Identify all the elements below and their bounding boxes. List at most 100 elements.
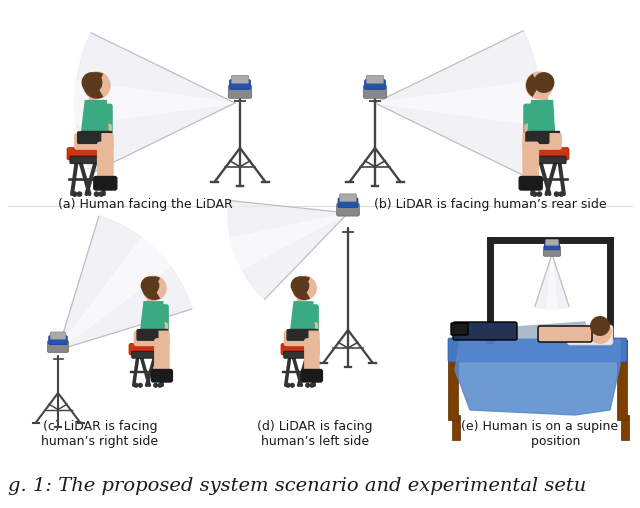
FancyBboxPatch shape — [129, 343, 167, 355]
Circle shape — [526, 72, 552, 99]
Circle shape — [590, 316, 610, 336]
Polygon shape — [535, 254, 569, 309]
Circle shape — [93, 191, 99, 197]
Bar — [89, 87, 95, 101]
Text: (a) Human facing the LiDAR: (a) Human facing the LiDAR — [58, 198, 232, 211]
Circle shape — [536, 191, 542, 197]
FancyBboxPatch shape — [448, 338, 627, 362]
FancyBboxPatch shape — [306, 305, 318, 333]
FancyBboxPatch shape — [523, 142, 538, 182]
Circle shape — [72, 191, 77, 197]
Polygon shape — [287, 329, 317, 339]
FancyBboxPatch shape — [305, 339, 319, 375]
FancyBboxPatch shape — [337, 203, 359, 216]
FancyBboxPatch shape — [284, 331, 319, 345]
Polygon shape — [291, 302, 314, 331]
Text: (c) LiDAR is facing
human’s right side: (c) LiDAR is facing human’s right side — [42, 420, 159, 448]
Circle shape — [83, 72, 110, 99]
FancyBboxPatch shape — [530, 156, 566, 164]
FancyBboxPatch shape — [365, 80, 385, 89]
Circle shape — [285, 383, 291, 388]
Circle shape — [77, 191, 83, 197]
FancyBboxPatch shape — [340, 194, 356, 202]
Polygon shape — [58, 238, 170, 350]
Polygon shape — [230, 213, 348, 269]
Circle shape — [554, 191, 559, 197]
FancyBboxPatch shape — [567, 325, 613, 345]
FancyBboxPatch shape — [51, 332, 66, 339]
Bar — [621, 415, 629, 440]
Polygon shape — [375, 30, 540, 175]
Circle shape — [142, 276, 166, 300]
Text: (e) Human is on a supine
        position: (e) Human is on a supine position — [461, 420, 619, 448]
FancyBboxPatch shape — [301, 369, 323, 382]
Polygon shape — [136, 329, 167, 339]
FancyBboxPatch shape — [75, 134, 113, 149]
Circle shape — [305, 383, 310, 388]
Wedge shape — [83, 72, 104, 99]
Polygon shape — [228, 201, 348, 299]
Wedge shape — [142, 276, 160, 300]
FancyBboxPatch shape — [523, 134, 561, 149]
FancyBboxPatch shape — [231, 75, 249, 83]
FancyBboxPatch shape — [230, 80, 250, 89]
Text: (b) LiDAR is facing human’s rear side: (b) LiDAR is facing human’s rear side — [374, 198, 606, 211]
FancyBboxPatch shape — [453, 322, 517, 340]
FancyBboxPatch shape — [132, 351, 164, 358]
Polygon shape — [77, 131, 111, 142]
FancyBboxPatch shape — [364, 85, 387, 99]
Circle shape — [81, 72, 102, 93]
Circle shape — [292, 276, 316, 300]
FancyBboxPatch shape — [49, 336, 67, 344]
Polygon shape — [500, 322, 585, 338]
Text: g. 1: The proposed system scenario and experimental setu: g. 1: The proposed system scenario and e… — [8, 477, 586, 495]
FancyBboxPatch shape — [338, 198, 358, 207]
FancyBboxPatch shape — [137, 330, 158, 340]
FancyBboxPatch shape — [99, 104, 112, 135]
Text: (d) LiDAR is facing
human’s left side: (d) LiDAR is facing human’s left side — [257, 420, 372, 448]
Polygon shape — [535, 254, 569, 309]
FancyBboxPatch shape — [284, 351, 316, 358]
Bar — [617, 340, 627, 420]
FancyBboxPatch shape — [526, 132, 548, 143]
Circle shape — [153, 383, 158, 388]
Polygon shape — [81, 101, 108, 133]
Polygon shape — [455, 340, 620, 415]
Bar — [541, 87, 547, 101]
FancyBboxPatch shape — [99, 124, 111, 147]
Circle shape — [138, 383, 143, 388]
FancyBboxPatch shape — [451, 323, 468, 335]
Circle shape — [290, 383, 295, 388]
Circle shape — [532, 191, 538, 197]
Bar — [452, 415, 460, 440]
FancyBboxPatch shape — [545, 239, 558, 245]
FancyBboxPatch shape — [228, 85, 252, 99]
Polygon shape — [58, 216, 192, 350]
Circle shape — [99, 191, 104, 197]
FancyBboxPatch shape — [519, 176, 542, 190]
FancyBboxPatch shape — [538, 326, 592, 342]
FancyBboxPatch shape — [287, 330, 308, 340]
FancyBboxPatch shape — [152, 369, 172, 382]
Polygon shape — [375, 30, 540, 175]
FancyBboxPatch shape — [97, 142, 113, 182]
FancyBboxPatch shape — [527, 147, 569, 160]
FancyBboxPatch shape — [524, 104, 538, 135]
Circle shape — [157, 383, 163, 388]
FancyBboxPatch shape — [157, 323, 167, 344]
Polygon shape — [141, 302, 164, 331]
FancyBboxPatch shape — [155, 339, 169, 375]
FancyBboxPatch shape — [67, 147, 109, 160]
Polygon shape — [375, 81, 540, 125]
Polygon shape — [547, 254, 557, 309]
Wedge shape — [292, 276, 310, 300]
FancyBboxPatch shape — [281, 343, 319, 355]
Polygon shape — [525, 131, 559, 142]
Polygon shape — [58, 216, 192, 350]
FancyBboxPatch shape — [70, 156, 106, 164]
Circle shape — [141, 276, 159, 295]
FancyBboxPatch shape — [94, 176, 116, 190]
Bar — [147, 290, 152, 302]
Polygon shape — [75, 33, 235, 173]
FancyBboxPatch shape — [134, 331, 169, 345]
